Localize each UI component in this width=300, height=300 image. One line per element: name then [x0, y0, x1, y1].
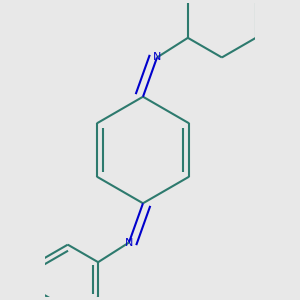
Text: N: N: [153, 52, 161, 62]
Text: N: N: [125, 238, 133, 248]
